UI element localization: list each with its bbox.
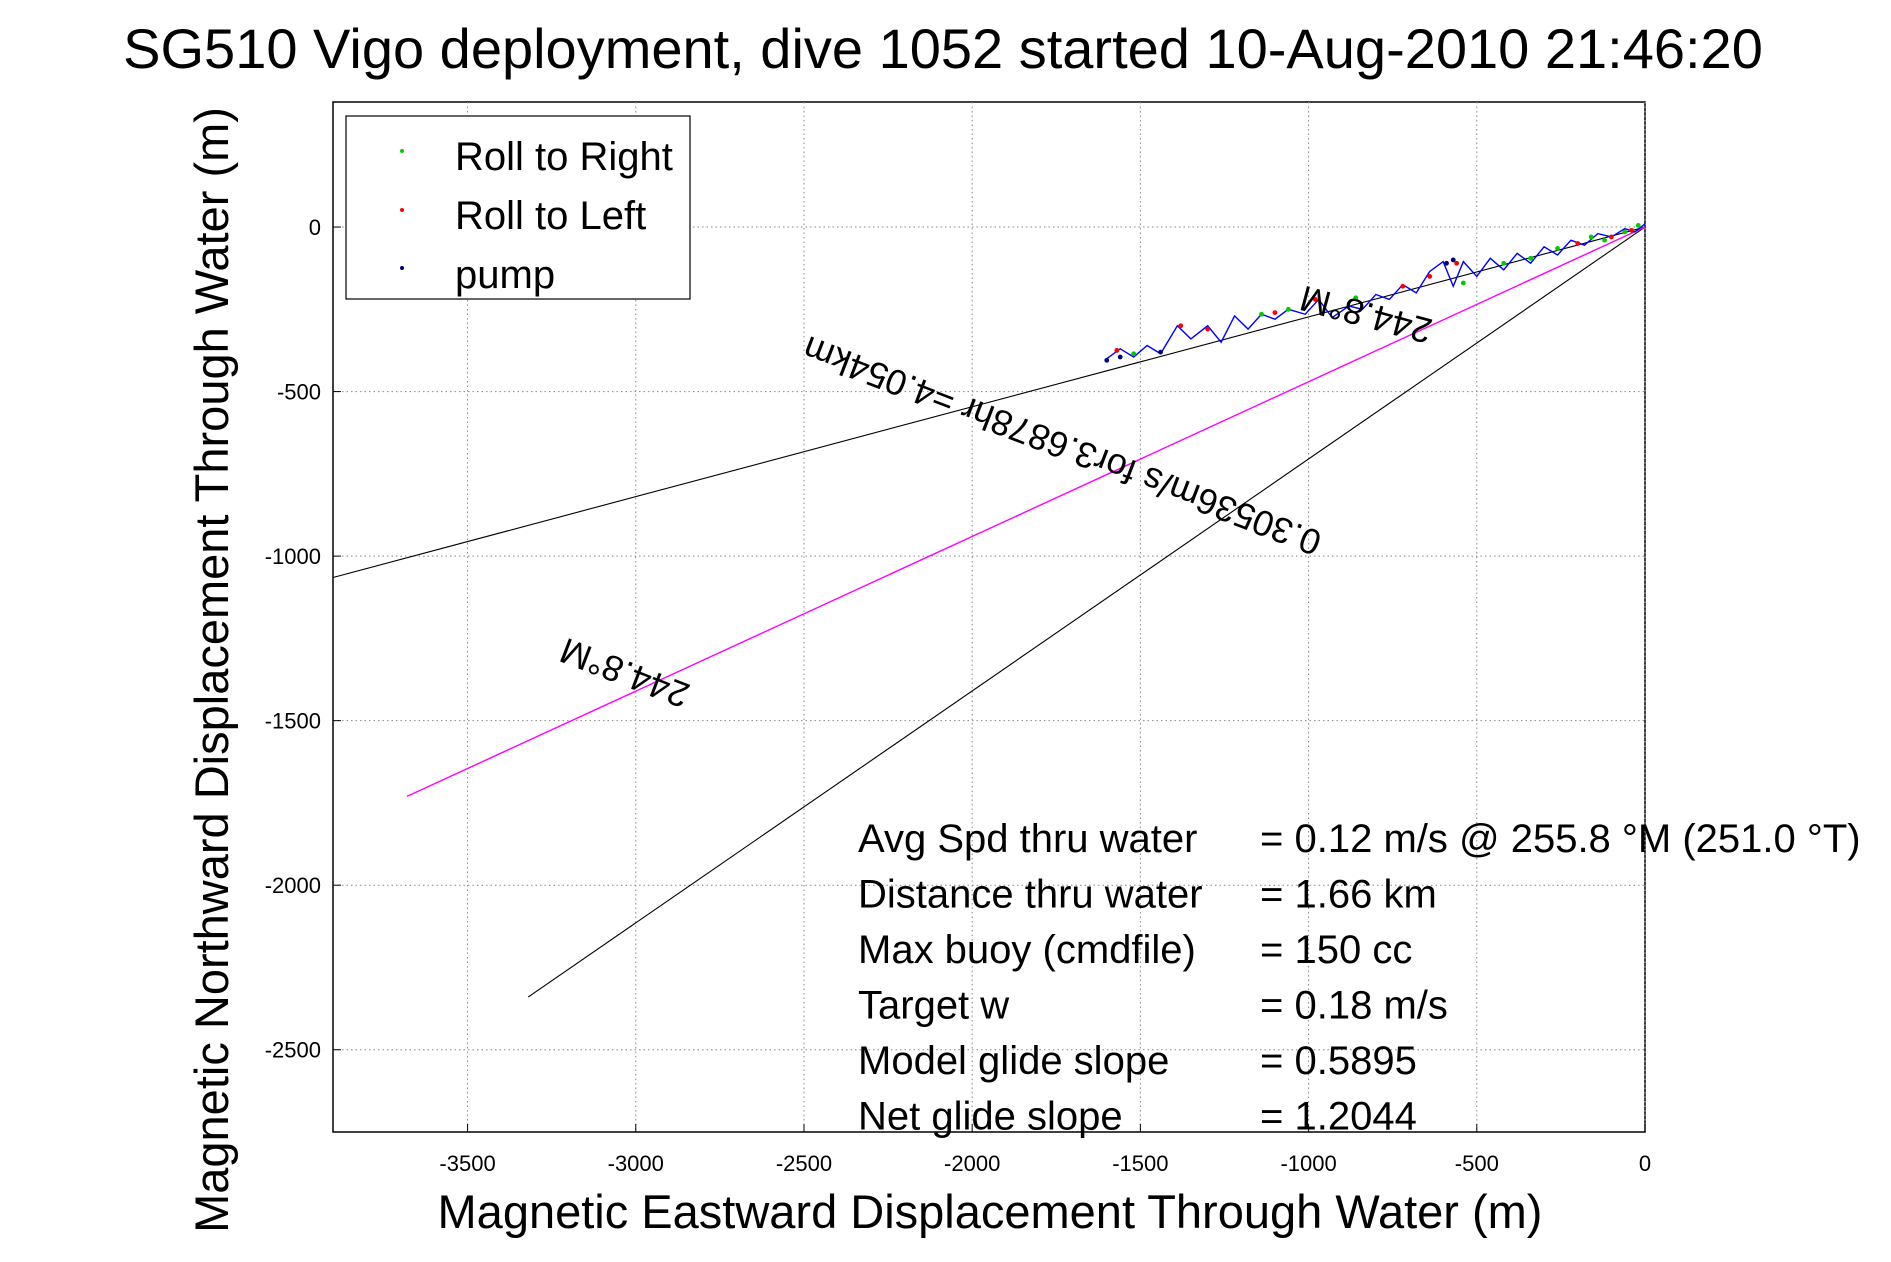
mean-heading-line [406,226,1646,797]
x-tick-label: -500 [1455,1151,1499,1176]
bearing-lines-layer [332,226,1646,998]
roll-right-point [1353,295,1359,301]
y-tick-label: -1000 [265,544,321,569]
roll-left-point [1178,323,1184,329]
stat-label: Net glide slope [858,1095,1123,1139]
stat-label: Max buoy (cmdfile) [858,928,1196,972]
pump-point [1444,260,1449,266]
roll-right-point [1131,351,1137,357]
chart-title: SG510 Vigo deployment, dive 1052 started… [123,17,1763,80]
pump-point [1450,257,1456,263]
x-tick-label: -1500 [1112,1151,1168,1176]
x-tick-label: -2000 [944,1151,1000,1176]
legend: Roll to Right Roll to Left pump [345,115,691,300]
roll-left-point [1454,260,1460,266]
legend-label-roll-right: Roll to Right [455,135,673,179]
roll-left-point [1272,310,1278,316]
y-tick-label: -500 [277,380,321,405]
x-axis-label: Magnetic Eastward Displacement Through W… [438,1185,1543,1238]
roll-right-point [1602,237,1608,243]
x-tick-label: -3500 [439,1151,495,1176]
x-tick-label: -1000 [1280,1151,1336,1176]
roll-right-point [1259,311,1264,317]
stat-value: = 1.2044 [1260,1095,1417,1139]
pump-point [1104,357,1110,363]
roll-right-point [1622,229,1628,235]
stat-label: Model glide slope [858,1039,1169,1083]
roll-right-point [1528,255,1534,261]
roll-right-point [1286,306,1291,312]
upper-bearing-line [332,226,1646,579]
roll-right-point [1588,234,1594,240]
glider-track-line [1106,223,1646,360]
y-tick-label: -1500 [265,709,321,734]
y-tick-label: -2500 [265,1038,321,1063]
x-tick-label: -2500 [776,1151,832,1176]
points-layer [1104,223,1641,363]
roll-right-point [1460,280,1466,286]
stat-value: = 150 cc [1260,928,1412,972]
track-layer [1106,223,1646,360]
roll-right-point [1635,223,1641,228]
roll-left-point [1312,297,1318,302]
x-tick-label: -3000 [608,1151,664,1176]
roll-left-point [1427,274,1433,279]
y-tick-label: -2000 [265,873,321,898]
roll-left-point [1400,283,1406,289]
stat-value: = 0.5895 [1260,1039,1417,1083]
lower-bearing-line [527,226,1646,998]
stat-label: Distance thru water [858,873,1203,917]
legend-marker-roll-left [400,208,404,212]
roll-right-point [1501,260,1507,266]
stat-label: Target w [858,984,1009,1028]
pump-point [1117,354,1123,360]
legend-marker-roll-right [400,149,404,153]
roll-left-point [1575,241,1581,246]
y-axis-label: Magnetic Northward Displacement Through … [185,107,238,1233]
legend-marker-pump [400,266,404,270]
legend-label-pump: pump [455,253,555,297]
roll-left-point [1629,227,1634,233]
stat-value: = 1.66 km [1260,873,1437,917]
legend-label-roll-left: Roll to Left [455,194,646,238]
pump-point [1158,349,1163,355]
roll-left-point [1608,234,1614,240]
y-tick-label: 0 [309,215,321,240]
roll-left-point [1205,326,1211,332]
roll-right-point [1555,246,1560,251]
stat-value: = 0.12 m/s @ 255.8 °M (251.0 °T) [1260,817,1861,861]
ticks-layer: -3500 -3000 -2500 -2000 -1500 -1000 -500 0 0 -500… [265,215,1651,1176]
stat-value: = 0.18 m/s [1260,984,1448,1028]
x-tick-label: 0 [1639,1151,1651,1176]
stats-block: Avg Spd thru water = 0.12 m/s @ 255.8 °M … [858,817,1861,1139]
roll-left-point [1114,348,1120,353]
stat-label: Avg Spd thru water [858,817,1197,861]
